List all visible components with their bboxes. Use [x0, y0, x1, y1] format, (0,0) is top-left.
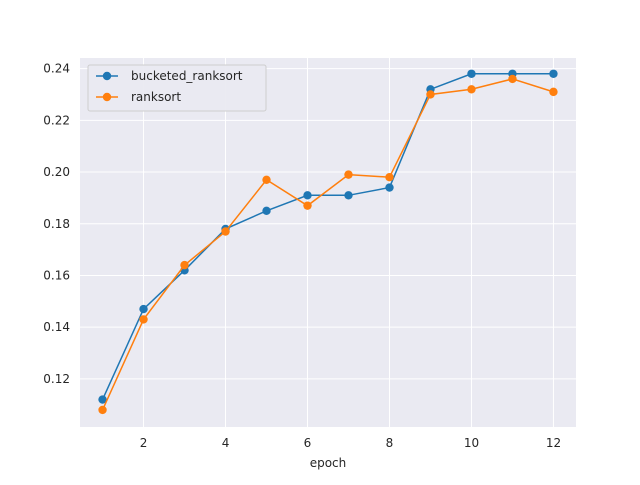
- data-point: [98, 405, 107, 415]
- legend: bucketed_ranksort ranksort: [87, 64, 267, 112]
- grid-lines: [80, 58, 576, 427]
- data-point: [262, 206, 271, 216]
- data-point: [303, 191, 312, 200]
- legend-box: [87, 64, 267, 112]
- x-tick-labels: 2 4 6 8 10 12: [140, 436, 561, 450]
- x-tick-label: 4: [222, 436, 230, 450]
- y-tick-label: 0.16: [43, 268, 70, 282]
- series-ranksort: [98, 74, 558, 415]
- data-point: [262, 175, 271, 184]
- x-tick-label: 12: [546, 436, 561, 450]
- series-line: [101, 73, 554, 400]
- data-point: [344, 170, 353, 179]
- data-point: [385, 183, 394, 192]
- legend-label: ranksort: [131, 90, 181, 104]
- data-point: [221, 227, 230, 236]
- data-point: [467, 85, 476, 94]
- plot-area-background: [80, 58, 576, 427]
- x-tick-label: 2: [140, 436, 148, 450]
- y-tick-label: 0.14: [43, 320, 70, 334]
- series-line: [101, 78, 554, 411]
- data-point: [139, 315, 148, 324]
- y-tick-label: 0.22: [43, 113, 70, 127]
- y-tick-label: 0.12: [43, 372, 70, 386]
- y-tick-labels: 0.12 0.14 0.16 0.18 0.20 0.22 0.24: [43, 62, 70, 386]
- y-tick-label: 0.18: [43, 217, 70, 231]
- data-point: [385, 173, 394, 182]
- data-point: [549, 69, 558, 78]
- x-tick-label: 6: [304, 436, 312, 450]
- data-point: [467, 69, 476, 78]
- x-axis-title: epoch: [310, 456, 347, 470]
- series-group: [98, 69, 558, 415]
- data-point: [549, 87, 558, 97]
- y-tick-label: 0.24: [43, 62, 70, 76]
- data-point: [139, 304, 148, 314]
- legend-marker-bucketed-ranksort: [102, 71, 112, 81]
- data-point: [508, 74, 517, 84]
- data-point: [303, 201, 312, 210]
- y-tick-label: 0.20: [43, 165, 70, 179]
- data-point: [426, 90, 435, 99]
- data-point: [180, 260, 189, 270]
- data-point: [98, 395, 107, 404]
- x-tick-label: 8: [386, 436, 394, 450]
- x-tick-label: 10: [464, 436, 479, 450]
- data-point: [344, 191, 353, 200]
- legend-marker-ranksort: [102, 92, 112, 102]
- legend-label: bucketed_ranksort: [131, 69, 243, 83]
